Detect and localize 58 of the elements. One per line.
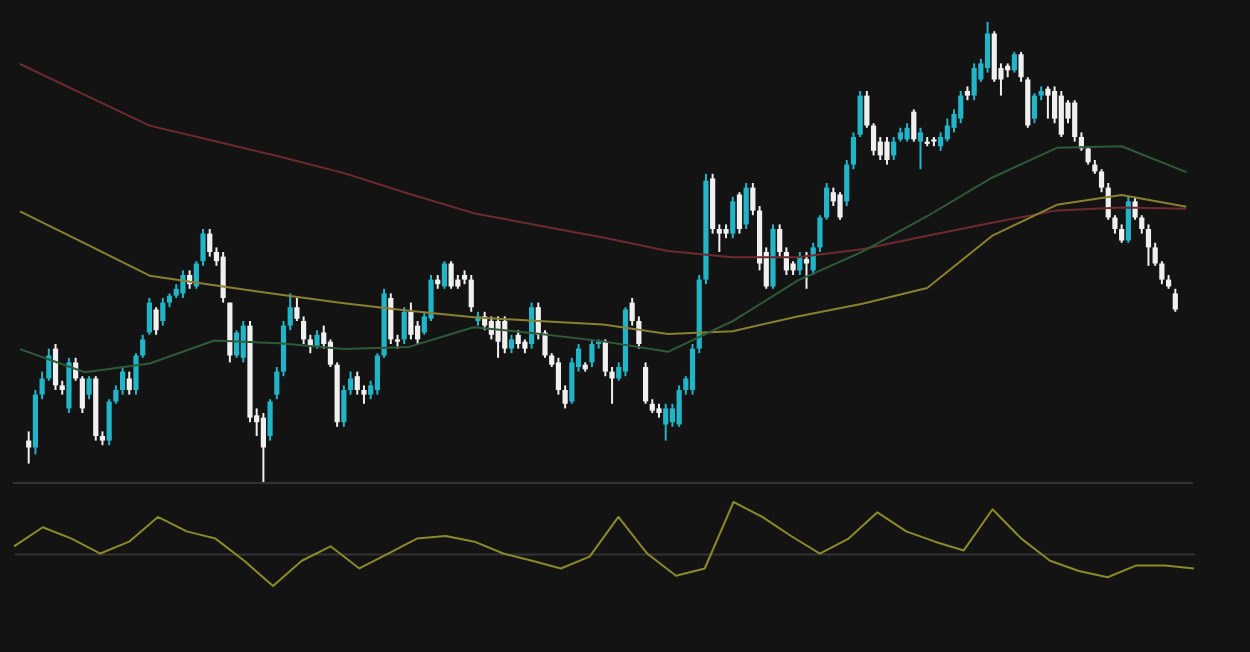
candlestick	[441, 260, 448, 290]
candlestick	[884, 136, 890, 166]
candlestick	[86, 375, 92, 401]
candlestick	[119, 366, 126, 396]
candlestick	[944, 117, 950, 143]
candlestick	[160, 297, 166, 327]
candlestick	[1058, 90, 1064, 138]
candlestick	[26, 430, 32, 465]
candlestick	[803, 251, 810, 290]
candlestick	[1085, 145, 1091, 166]
candlestick	[904, 122, 910, 143]
candlestick	[448, 260, 454, 290]
candlestick	[502, 315, 508, 355]
candlestick	[736, 191, 743, 235]
candlestick	[1119, 223, 1125, 244]
candlestick	[857, 90, 863, 138]
candlestick	[743, 182, 749, 230]
candlestick	[676, 384, 682, 428]
candlestick	[508, 333, 515, 355]
candlestick	[1172, 287, 1178, 313]
candlestick	[354, 370, 360, 396]
candlestick	[180, 269, 186, 299]
candlestick	[589, 338, 595, 368]
candlestick	[971, 62, 977, 102]
candlestick	[388, 292, 394, 345]
candlestick	[569, 356, 575, 405]
candlestick	[207, 228, 213, 258]
candlestick	[408, 301, 414, 341]
candlestick	[341, 384, 347, 428]
candlestick	[911, 108, 917, 143]
candlestick	[958, 90, 964, 125]
candlestick	[1031, 92, 1038, 125]
candlestick	[984, 21, 991, 74]
candlestick	[642, 361, 649, 405]
candlestick	[1045, 85, 1051, 120]
candlestick	[267, 398, 273, 442]
candlestick	[220, 251, 226, 304]
candlestick	[1145, 223, 1152, 267]
candlestick	[146, 297, 152, 336]
candlestick	[66, 356, 72, 414]
candlestick	[1011, 50, 1017, 74]
candlestick	[401, 306, 407, 345]
candlestick	[515, 329, 521, 350]
candlestick	[663, 402, 669, 442]
candlestick	[314, 329, 320, 350]
candlestick	[1072, 99, 1078, 143]
candlestick	[260, 412, 266, 483]
candlestick	[126, 370, 132, 396]
candlestick	[1125, 195, 1131, 244]
candlestick	[153, 306, 159, 336]
candlestick	[837, 191, 843, 221]
candlestick	[730, 195, 736, 240]
candlestick	[917, 126, 924, 171]
candlestick	[468, 274, 474, 313]
candlestick	[240, 320, 246, 364]
candlestick	[301, 315, 307, 345]
candlestick	[495, 315, 501, 359]
candlestick	[891, 136, 897, 161]
